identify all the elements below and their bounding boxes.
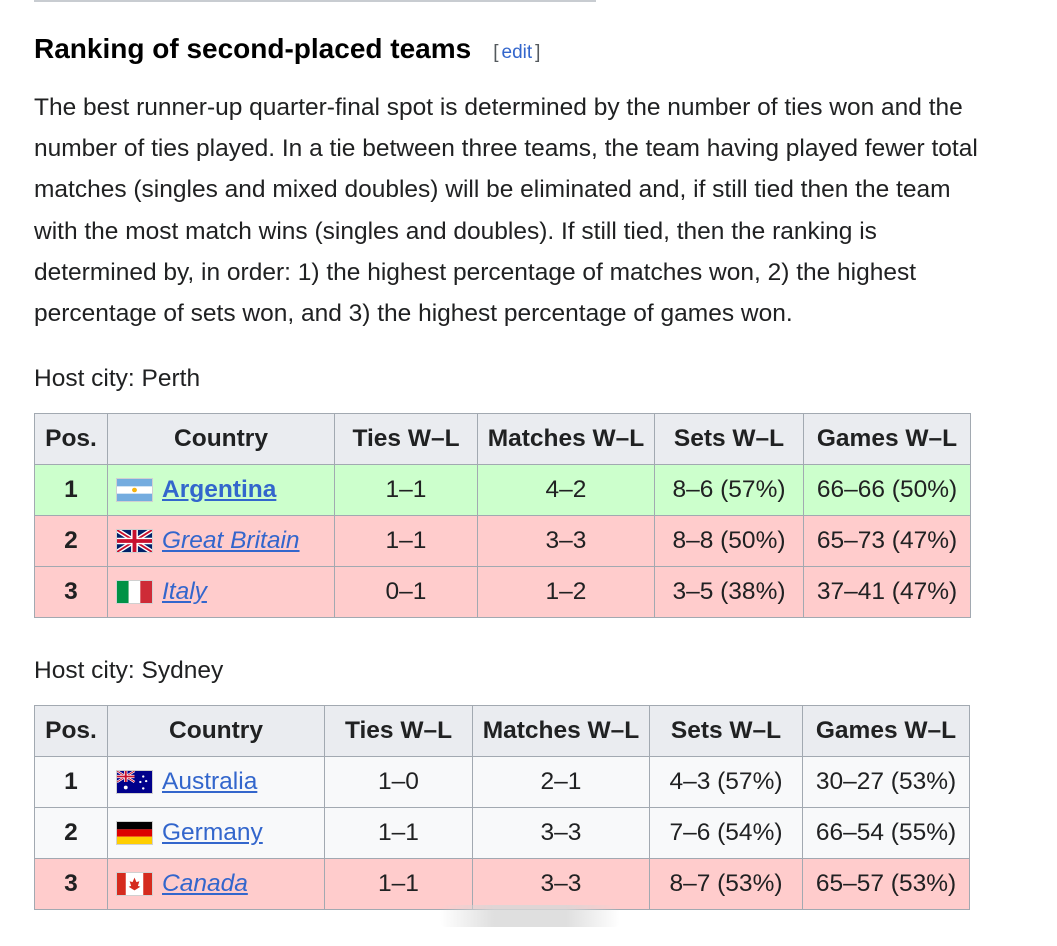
pos-cell: 1	[34, 756, 108, 808]
games-cell: 30–27 (53%)	[802, 756, 970, 808]
pos-cell: 3	[34, 566, 108, 618]
pos-cell: 2	[34, 515, 108, 567]
sydney-caption: Host city: Sydney	[34, 657, 224, 684]
country-cell: Great Britain	[107, 515, 335, 567]
country-link-germany[interactable]: Germany	[162, 819, 263, 846]
games-cell: 66–66 (50%)	[803, 464, 971, 516]
section-heading: Ranking of second-placed teams [edit]	[34, 30, 540, 68]
sets-cell: 8–7 (53%)	[649, 858, 803, 910]
country-link-canada[interactable]: Canada	[162, 870, 248, 897]
country-cell: Argentina	[107, 464, 335, 516]
perth-standings-table: Pos. Country Ties W–L Matches W–L Sets W…	[34, 413, 971, 618]
ties-cell: 1–1	[324, 807, 473, 859]
sets-cell: 7–6 (54%)	[649, 807, 803, 859]
ties-cell: 1–1	[324, 858, 473, 910]
table-row: 3 Canada 1–1 3–3 8–7 (53%) 65–57 (53%)	[34, 858, 970, 910]
games-cell: 37–41 (47%)	[803, 566, 971, 618]
sets-cell: 8–6 (57%)	[654, 464, 804, 516]
header-country: Country	[107, 413, 335, 465]
games-cell: 65–57 (53%)	[802, 858, 970, 910]
table-row: 3 Italy 0–1 1–2 3–5 (38%) 37–41 (47%)	[34, 566, 971, 618]
header-matches: Matches W–L	[472, 705, 650, 757]
ties-cell: 1–1	[334, 464, 478, 516]
header-country: Country	[107, 705, 325, 757]
canada-flag-icon	[116, 872, 153, 896]
matches-cell: 3–3	[472, 858, 650, 910]
table-row: 1 Australia 1–0 2–1 4–3 (57%) 30–27 (53%…	[34, 756, 970, 808]
edit-bracket-open: [	[493, 42, 499, 63]
section-divider	[34, 0, 596, 2]
header-pos: Pos.	[34, 413, 108, 465]
ties-cell: 0–1	[334, 566, 478, 618]
ranking-description: The best runner-up quarter-final spot is…	[34, 94, 978, 328]
games-cell: 65–73 (47%)	[803, 515, 971, 567]
section-title: Ranking of second-placed teams	[34, 33, 472, 64]
country-cell: Australia	[107, 756, 325, 808]
table-header-row: Pos. Country Ties W–L Matches W–L Sets W…	[34, 705, 970, 757]
header-games: Games W–L	[802, 705, 970, 757]
header-matches: Matches W–L	[477, 413, 655, 465]
italy-flag-icon	[116, 580, 153, 604]
australia-flag-icon	[116, 770, 153, 794]
ties-cell: 1–1	[334, 515, 478, 567]
country-link-great-britain[interactable]: Great Britain	[162, 527, 300, 554]
header-sets: Sets W–L	[654, 413, 804, 465]
edit-link[interactable]: edit	[501, 42, 533, 63]
ties-cell: 1–0	[324, 756, 473, 808]
header-sets: Sets W–L	[649, 705, 803, 757]
country-cell: Canada	[107, 858, 325, 910]
country-link-australia[interactable]: Australia	[162, 768, 258, 795]
argentina-flag-icon	[116, 478, 153, 502]
matches-cell: 3–3	[477, 515, 655, 567]
header-ties: Ties W–L	[334, 413, 478, 465]
pos-cell: 2	[34, 807, 108, 859]
pos-cell: 3	[34, 858, 108, 910]
table-header-row: Pos. Country Ties W–L Matches W–L Sets W…	[34, 413, 971, 465]
matches-cell: 4–2	[477, 464, 655, 516]
table-row: 1 Argentina 1–1 4–2 8–6 (57%) 66–66 (50%…	[34, 464, 971, 516]
sets-cell: 8–8 (50%)	[654, 515, 804, 567]
table-row: 2 Germany 1–1 3–3 7–6 (54%) 66–54 (55%)	[34, 807, 970, 859]
country-cell: Italy	[107, 566, 335, 618]
table-row: 2 Great Britain 1–1 3–3 8–8 (50%) 65–73 …	[34, 515, 971, 567]
matches-cell: 2–1	[472, 756, 650, 808]
edit-section: [edit]	[493, 42, 540, 64]
matches-cell: 1–2	[477, 566, 655, 618]
great-britain-flag-icon	[116, 529, 153, 553]
country-link-argentina[interactable]: Argentina	[162, 476, 277, 503]
matches-cell: 3–3	[472, 807, 650, 859]
games-cell: 66–54 (55%)	[802, 807, 970, 859]
country-link-italy[interactable]: Italy	[162, 578, 207, 605]
header-games: Games W–L	[803, 413, 971, 465]
watermark	[440, 905, 620, 927]
perth-caption: Host city: Perth	[34, 365, 201, 392]
edit-bracket-close: ]	[535, 42, 541, 63]
sydney-standings-table: Pos. Country Ties W–L Matches W–L Sets W…	[34, 705, 970, 910]
sets-cell: 4–3 (57%)	[649, 756, 803, 808]
country-cell: Germany	[107, 807, 325, 859]
sets-cell: 3–5 (38%)	[654, 566, 804, 618]
header-ties: Ties W–L	[324, 705, 473, 757]
header-pos: Pos.	[34, 705, 108, 757]
pos-cell: 1	[34, 464, 108, 516]
germany-flag-icon	[116, 821, 153, 845]
